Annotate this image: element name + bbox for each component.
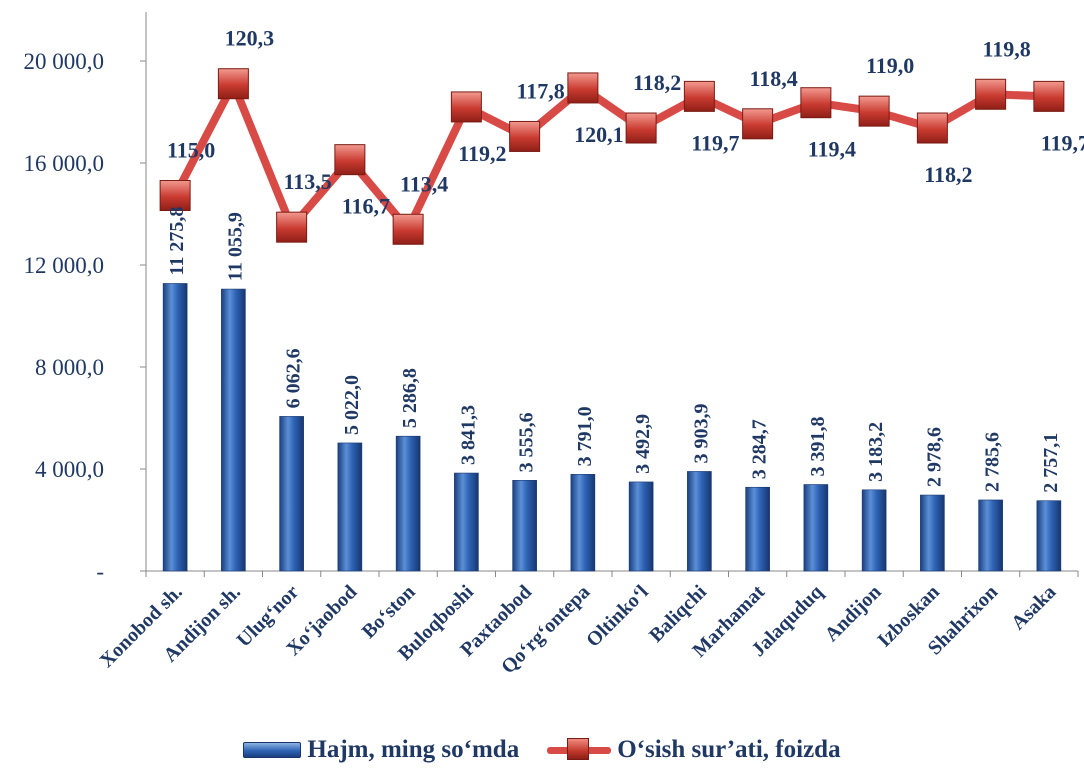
line-marker [916,112,948,144]
bar [454,472,479,572]
bar-data-label: 5 286,8 [399,368,421,428]
bar-data-label: 3 903,9 [690,403,712,463]
bar [978,499,1003,572]
bar-series [162,283,1062,572]
line-data-label: 119,4 [808,137,856,162]
x-tick-label: Oltinko‘l [582,581,653,652]
bar [395,435,421,572]
line-data-label: 118,2 [924,162,972,187]
bar [279,416,304,572]
line-data-label: 118,4 [749,66,797,91]
line-marker [567,72,599,104]
bar-data-label: 11 055,9 [224,212,246,281]
bar-data-label: 11 275,8 [166,207,188,276]
line-marker [858,95,890,127]
line-path [171,79,1053,234]
line-marker [742,108,774,140]
line-marker [800,87,832,119]
line-data-label: 115,0 [167,138,215,163]
bar-data-label: 3 791,0 [574,406,596,466]
line-data-label: 113,4 [400,171,448,196]
line-marker [159,180,191,212]
line-data-label: 119,7 [1041,130,1084,155]
bar-data-label: 3 284,7 [749,419,771,479]
line-marker [334,144,366,176]
y-tick-label: - [96,559,104,584]
bar-data-label: 3 555,6 [516,412,538,472]
bar [221,288,246,572]
legend-line-label: O‘sish sur’ati, foizda [617,736,841,763]
bar [628,481,654,572]
line-data-label: 119,2 [458,141,506,166]
y-tick-label: 4 000,0 [35,457,104,482]
line-data-label: 120,1 [574,122,624,147]
line-data-label: 113,5 [283,169,331,194]
bar-data-label: 2 978,6 [923,427,945,487]
bar [512,480,537,572]
bar [745,486,770,572]
bar-data-label: 2 785,6 [982,432,1004,492]
line-marker [1033,80,1065,112]
line-data-label: 119,7 [691,130,739,155]
bar-data-label: 3 183,2 [865,422,887,482]
line-marker [509,120,541,152]
bar-data-label: 3 841,3 [457,405,479,465]
line-marker [217,68,249,100]
line-marker [450,91,482,123]
data-labels: 11 275,8 11 055,9 6 062,6 5 022,0 5 286,8 3 8… [166,26,1084,493]
y-tick-label: 12 000,0 [24,253,105,278]
line-marker [392,213,424,245]
line-series [159,68,1065,245]
x-tick-label: Asaka [1007,581,1060,634]
legend-bar-label: Hajm, ming so‘mda [307,736,520,763]
bar [570,474,596,572]
bar [803,484,829,572]
bar [687,471,712,572]
legend-bar-swatch [243,742,302,758]
y-tick-label: 8 000,0 [35,355,104,380]
bar [1036,500,1062,572]
line-marker [683,80,715,112]
line-data-label: 119,8 [982,36,1030,61]
bar-data-label: 2 757,1 [1040,433,1062,493]
bar [162,283,188,572]
line-data-label: 118,2 [633,70,681,95]
bar-data-label: 6 062,6 [283,348,305,408]
line-marker [975,78,1007,110]
legend-item-line: O‘sish sur’ati, foizda [547,736,841,764]
chart-legend: Hajm, ming so‘mda O‘sish sur’ati, foizda [0,732,1084,768]
line-data-label: 116,7 [342,194,390,219]
line-data-label: 119,0 [866,53,914,78]
bar [337,442,363,572]
y-tick-label: 20 000,0 [24,49,105,74]
line-marker [276,211,308,243]
bar [861,489,887,572]
y-tick-label: 16 000,0 [24,151,105,176]
bar-data-label: 3 492,9 [632,414,654,474]
line-data-label: 117,8 [516,78,564,103]
bar-data-label: 5 022,0 [341,375,363,435]
legend-item-bars: Hajm, ming so‘mda [243,736,519,764]
bar [920,494,945,572]
bar-data-label: 3 391,8 [807,417,829,477]
legend-line-swatch [547,737,612,763]
line-data-label: 120,3 [225,26,275,51]
line-marker [625,112,657,144]
